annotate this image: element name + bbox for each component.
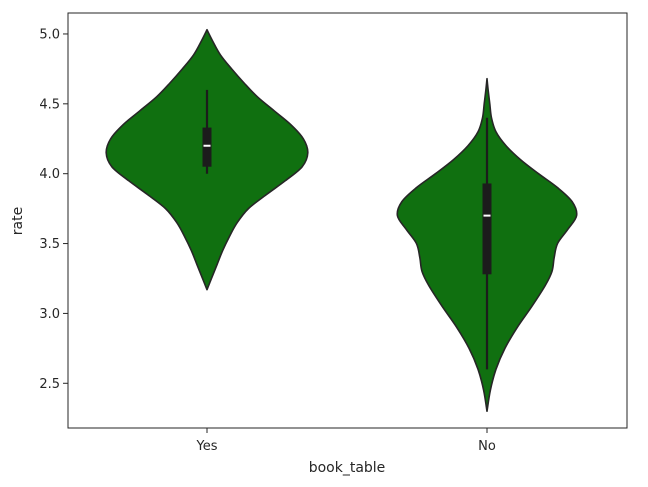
x-axis: Yes No [196, 428, 496, 454]
plot-area-frame [67, 12, 628, 429]
violin-series [105, 28, 578, 413]
y-axis: 2.5 3.0 3.5 4.0 4.5 5.0 [39, 27, 68, 392]
y-tick-label: 3.5 [39, 237, 60, 252]
x-tick-label: Yes [196, 439, 218, 454]
violin-iqr-box-no [482, 183, 492, 275]
y-tick-label: 3.0 [39, 307, 60, 322]
y-tick-label: 2.5 [39, 377, 60, 392]
y-tick-label: 4.0 [39, 167, 60, 182]
y-tick-label: 5.0 [39, 27, 60, 42]
y-tick-label: 4.5 [39, 97, 60, 112]
x-axis-label: book_table [309, 460, 386, 476]
violin-iqr-box-yes [202, 127, 212, 167]
x-tick-label: No [478, 439, 496, 454]
y-axis-label: rate [10, 207, 26, 235]
